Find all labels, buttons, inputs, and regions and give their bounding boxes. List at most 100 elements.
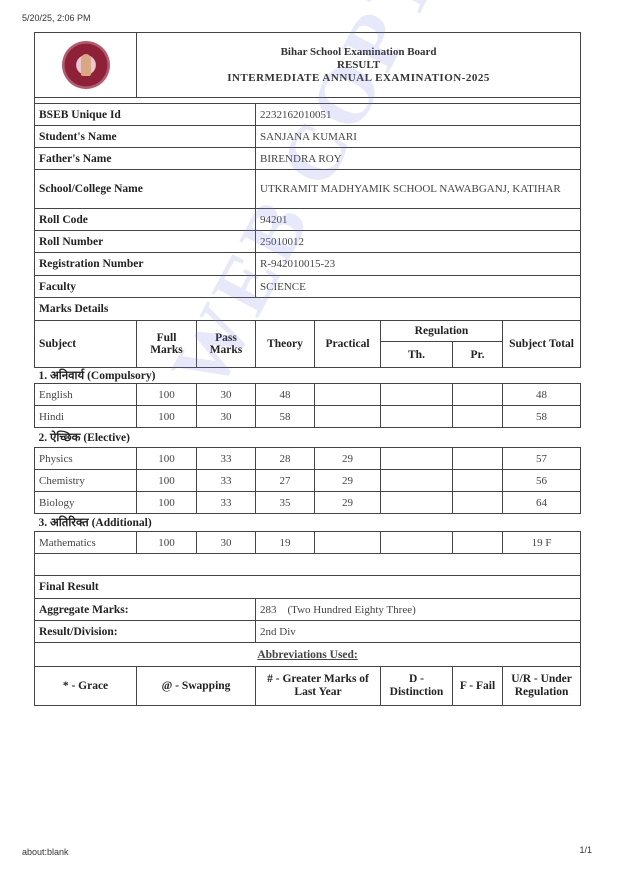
- cell-theory: 58: [255, 405, 315, 428]
- col-subject-total: Subject Total: [501, 320, 582, 368]
- cell-subject: Physics: [34, 447, 137, 470]
- aggregate-label: Aggregate Marks:: [34, 598, 256, 621]
- info-label: Faculty: [34, 275, 256, 298]
- cell-th: [380, 383, 453, 406]
- page-number: 1/1: [579, 845, 592, 855]
- info-value: 2232162010051: [254, 103, 582, 126]
- cell-full: 100: [136, 405, 197, 428]
- division-row: Result/Division: 2nd Div: [34, 620, 582, 643]
- board-name: Bihar School Examination Board: [280, 45, 437, 58]
- cell-subject: Hindi: [34, 405, 137, 428]
- info-value: 25010012: [254, 230, 582, 253]
- aggregate-value: 283 (Two Hundred Eighty Three): [254, 598, 582, 621]
- aggregate-row: Aggregate Marks: 283 (Two Hundred Eighty …: [34, 598, 582, 621]
- info-row-registration: Registration Number R-942010015-23: [34, 252, 582, 276]
- print-timestamp: 5/20/25, 2:06 PM: [22, 13, 91, 23]
- info-label: BSEB Unique Id: [34, 103, 256, 126]
- cell-total: 64: [501, 491, 582, 514]
- cell-subject: English: [34, 383, 137, 406]
- spacer-row: [33, 553, 582, 576]
- division-label: Result/Division:: [34, 620, 256, 643]
- result-heading: RESULT: [337, 58, 381, 71]
- cell-practical: [314, 383, 381, 406]
- marks-row: Chemistry 100 33 27 29 56: [34, 469, 582, 492]
- abbr-grace: * - Grace: [34, 666, 137, 706]
- marks-row: Mathematics 100 30 19 19 F: [34, 531, 582, 554]
- cell-practical: 29: [314, 491, 381, 514]
- cell-practical: 29: [314, 469, 381, 492]
- result-sheet: Bihar School Examination Board RESULT IN…: [33, 0, 582, 706]
- info-value: 94201: [254, 208, 582, 231]
- info-value: R-942010015-23: [254, 252, 582, 276]
- info-row-roll-code: Roll Code 94201: [34, 208, 582, 231]
- cell-total: 57: [501, 447, 582, 470]
- division-value: 2nd Div: [254, 620, 582, 643]
- cell-full: 100: [136, 447, 197, 470]
- section-heading: 1. अनिवार्य (Compulsory): [34, 367, 581, 384]
- cell-total: 58: [501, 405, 582, 428]
- cell-theory: 35: [255, 491, 315, 514]
- cell-full: 100: [136, 531, 197, 554]
- info-label: Registration Number: [34, 252, 256, 276]
- cell-theory: 27: [255, 469, 315, 492]
- info-value: SCIENCE: [254, 275, 582, 298]
- final-result-title: Final Result: [33, 575, 582, 599]
- cell-pass: 33: [196, 447, 256, 470]
- cell-total: 19 F: [501, 531, 582, 554]
- marks-row: Hindi 100 30 58 58: [34, 405, 582, 428]
- cell-subject: Chemistry: [34, 469, 137, 492]
- cell-theory: 28: [255, 447, 315, 470]
- col-pass-marks: Pass Marks: [196, 320, 256, 368]
- abbreviations-row: * - Grace @ - Swapping # - Greater Marks…: [34, 666, 582, 706]
- cell-pr: [452, 469, 503, 492]
- info-row-father-name: Father's Name BIRENDRA ROY: [34, 147, 582, 170]
- section-heading: 2. ऐच्छिक (Elective): [34, 427, 581, 448]
- info-row-faculty: Faculty SCIENCE: [34, 275, 582, 298]
- abbr-distinction: D - Distinction: [380, 666, 453, 706]
- info-value: SANJANA KUMARI: [254, 125, 582, 148]
- cell-pass: 30: [196, 383, 256, 406]
- abbr-swapping: @ - Swapping: [136, 666, 256, 706]
- cell-pr: [452, 383, 503, 406]
- cell-pass: 33: [196, 469, 256, 492]
- section-heading: 3. अतिरिक्त (Additional): [34, 513, 581, 532]
- info-row-unique-id: BSEB Unique Id 2232162010051: [34, 103, 582, 126]
- marks-row: English 100 30 48 48: [34, 383, 582, 406]
- info-label: Roll Code: [34, 208, 256, 231]
- cell-th: [380, 531, 453, 554]
- cell-th: [380, 405, 453, 428]
- bseb-logo: [61, 41, 110, 89]
- abbr-greater-marks: # - Greater Marks of Last Year: [255, 666, 381, 706]
- cell-subject: Mathematics: [34, 531, 137, 554]
- info-value: UTKRAMIT MADHYAMIK SCHOOL NAWABGANJ, KAT…: [254, 169, 582, 209]
- cell-th: [380, 447, 453, 470]
- info-label: Father's Name: [34, 147, 256, 170]
- cell-pass: 33: [196, 491, 256, 514]
- cell-total: 56: [501, 469, 582, 492]
- info-label: Roll Number: [34, 230, 256, 253]
- info-row-student-name: Student's Name SANJANA KUMARI: [34, 125, 582, 148]
- cell-pass: 30: [196, 405, 256, 428]
- cell-pass: 30: [196, 531, 256, 554]
- result-table: Bihar School Examination Board RESULT IN…: [33, 32, 582, 706]
- marks-details-title: Marks Details: [33, 297, 582, 321]
- col-reg-th: Th.: [380, 341, 453, 368]
- cell-total: 48: [501, 383, 582, 406]
- cell-pr: [452, 531, 503, 554]
- info-value: BIRENDRA ROY: [254, 147, 582, 170]
- abbr-under-regulation: U/R - Under Regulation: [501, 666, 582, 706]
- info-row-school: School/College Name UTKRAMIT MADHYAMIK SC…: [34, 169, 582, 209]
- info-label: School/College Name: [34, 169, 256, 209]
- col-reg-pr: Pr.: [452, 341, 503, 368]
- cell-full: 100: [136, 383, 197, 406]
- cell-subject: Biology: [34, 491, 137, 514]
- cell-practical: 29: [314, 447, 381, 470]
- cell-full: 100: [136, 469, 197, 492]
- col-practical: Practical: [314, 320, 381, 368]
- cell-th: [380, 469, 453, 492]
- cell-practical: [314, 405, 381, 428]
- print-url: about:blank: [22, 847, 69, 857]
- cell-pr: [452, 491, 503, 514]
- header-title: Bihar School Examination Board RESULT IN…: [135, 32, 582, 98]
- marks-header-row: Subject Full Marks Pass Marks Theory Pra…: [34, 320, 582, 368]
